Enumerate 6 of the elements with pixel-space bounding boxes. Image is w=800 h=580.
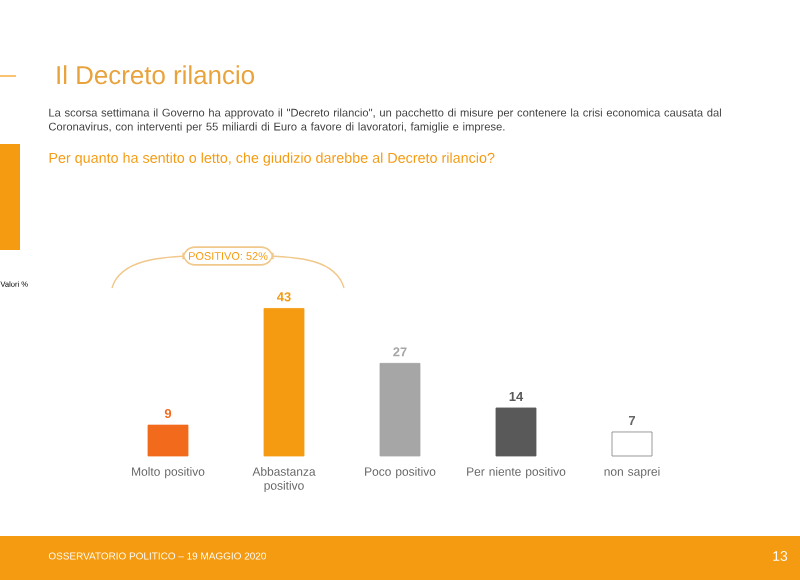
bar [147, 424, 189, 457]
bar [611, 431, 653, 457]
bar [379, 362, 421, 457]
bar [263, 308, 305, 457]
chart-title: Il Decreto rilancio [57, 65, 254, 85]
bar [495, 407, 537, 457]
